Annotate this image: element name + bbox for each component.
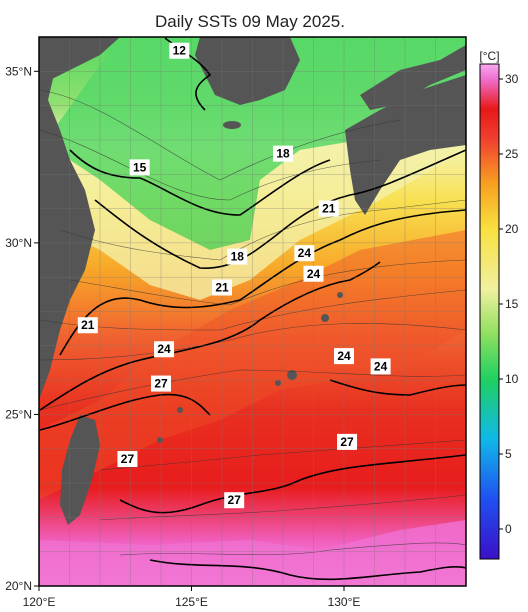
contour-label-bg [129, 159, 150, 176]
y-axis-ticks: 20°N 25°N 30°N 35°N [5, 64, 39, 593]
island [321, 314, 329, 322]
colorbar-tick-label: 0 [505, 522, 512, 536]
island [177, 407, 183, 413]
contour-labels: 12 15 18 21 18 24 24 21 21 24 24 24 27 27 27 27 [77, 42, 391, 509]
contour-label-text: 27 [154, 377, 168, 391]
land-korea [195, 37, 300, 105]
contour-label: 24 [370, 358, 391, 375]
land-honshu-north [360, 45, 466, 110]
contour-label-text: 24 [157, 342, 171, 356]
contour-label-bg [224, 492, 245, 509]
land-taiwan [60, 415, 100, 525]
contour-label-bg [370, 358, 391, 375]
contour-label: 24 [154, 341, 175, 358]
contour-label-bg [151, 375, 171, 392]
contour-label-text: 21 [215, 280, 229, 294]
contour-label-text: 12 [173, 44, 187, 58]
contour-label: 27 [224, 492, 245, 509]
contour-label-text: 18 [276, 147, 290, 161]
x-axis-ticks: 120°E 125°E 130°E [23, 586, 361, 609]
contour-label-bg [273, 145, 293, 162]
contour-label: 21 [212, 279, 232, 296]
x-tick-label: 120°E [23, 595, 56, 609]
contour-label-text: 21 [322, 202, 336, 216]
contour-label-bg [117, 451, 138, 468]
contour-label: 27 [151, 375, 171, 392]
contour-label: 27 [337, 433, 358, 450]
colorbar-tick-label: 30 [505, 72, 519, 86]
map-frame [38, 36, 467, 587]
colorbar-tick-label: 25 [505, 147, 519, 161]
contour-label: 12 [169, 42, 190, 59]
island [157, 437, 163, 443]
contour-label-bg [169, 42, 190, 59]
contour-label-bg [212, 279, 232, 296]
colorbar-tick-label: 5 [505, 447, 512, 461]
contour-label-bg [154, 341, 175, 358]
contour-label: 21 [318, 200, 339, 217]
island [275, 380, 281, 386]
x-tick-label: 125°E [175, 595, 208, 609]
isotherm-27 [39, 393, 211, 431]
colorbar-tick-label: 20 [505, 222, 519, 236]
contour-label-text: 27 [228, 493, 242, 507]
isotherm-15 [69, 149, 331, 216]
contour-label: 24 [303, 265, 324, 282]
contour-label-text: 24 [374, 359, 388, 373]
contour-label-bg [318, 200, 339, 217]
contour-label-text: 21 [81, 318, 95, 332]
contour-label: 27 [117, 451, 138, 468]
y-tick-label: 20°N [5, 579, 32, 593]
contour-label-text: 24 [307, 267, 321, 281]
contour-label: 18 [273, 145, 293, 162]
y-tick-label: 35°N [5, 64, 32, 78]
colorbar-unit-label: [°C] [479, 49, 499, 63]
contour-label-bg [303, 265, 324, 282]
land-china [39, 37, 95, 400]
colorbar-tick-label: 10 [505, 372, 519, 386]
map-title: Daily SSTs 09 May 2025. [155, 12, 345, 31]
contour-label-bg [337, 433, 358, 450]
isotherm-24-east [329, 379, 466, 396]
contour-label: 24 [294, 245, 315, 262]
y-tick-label: 30°N [5, 236, 32, 250]
island [337, 292, 343, 298]
land-jeju [223, 121, 241, 129]
colorbar-tick-label: 15 [505, 297, 519, 311]
isotherm-18 [94, 149, 466, 269]
contour-label: 24 [334, 348, 354, 365]
lat-lon-grid [39, 37, 466, 586]
y-tick-label: 25°N [5, 407, 32, 421]
isotherm-24 [39, 261, 381, 411]
contour-label-text: 24 [298, 246, 312, 260]
contour-label-text: 27 [340, 435, 354, 449]
contour-label-text: 24 [337, 349, 351, 363]
contour-label-bg [77, 317, 98, 334]
contour-label-text: 18 [231, 250, 245, 264]
colorbar-scale [479, 63, 500, 560]
contour-label-bg [334, 348, 354, 365]
isotherm-27-south [119, 454, 466, 514]
contour-label: 15 [129, 159, 150, 176]
contour-label: 18 [227, 248, 248, 265]
contour-label-bg [294, 245, 315, 262]
colorbar: [°C] 0 5 10 15 20 25 30 [479, 49, 519, 560]
contour-label-bg [227, 248, 248, 265]
isotherm-29 [149, 559, 466, 581]
contour-label-text: 15 [133, 160, 147, 174]
isotherm-21 [59, 209, 466, 356]
contour-label: 21 [77, 317, 98, 334]
contour-label-text: 27 [121, 452, 135, 466]
x-tick-label: 130°E [328, 595, 361, 609]
island [287, 370, 297, 380]
